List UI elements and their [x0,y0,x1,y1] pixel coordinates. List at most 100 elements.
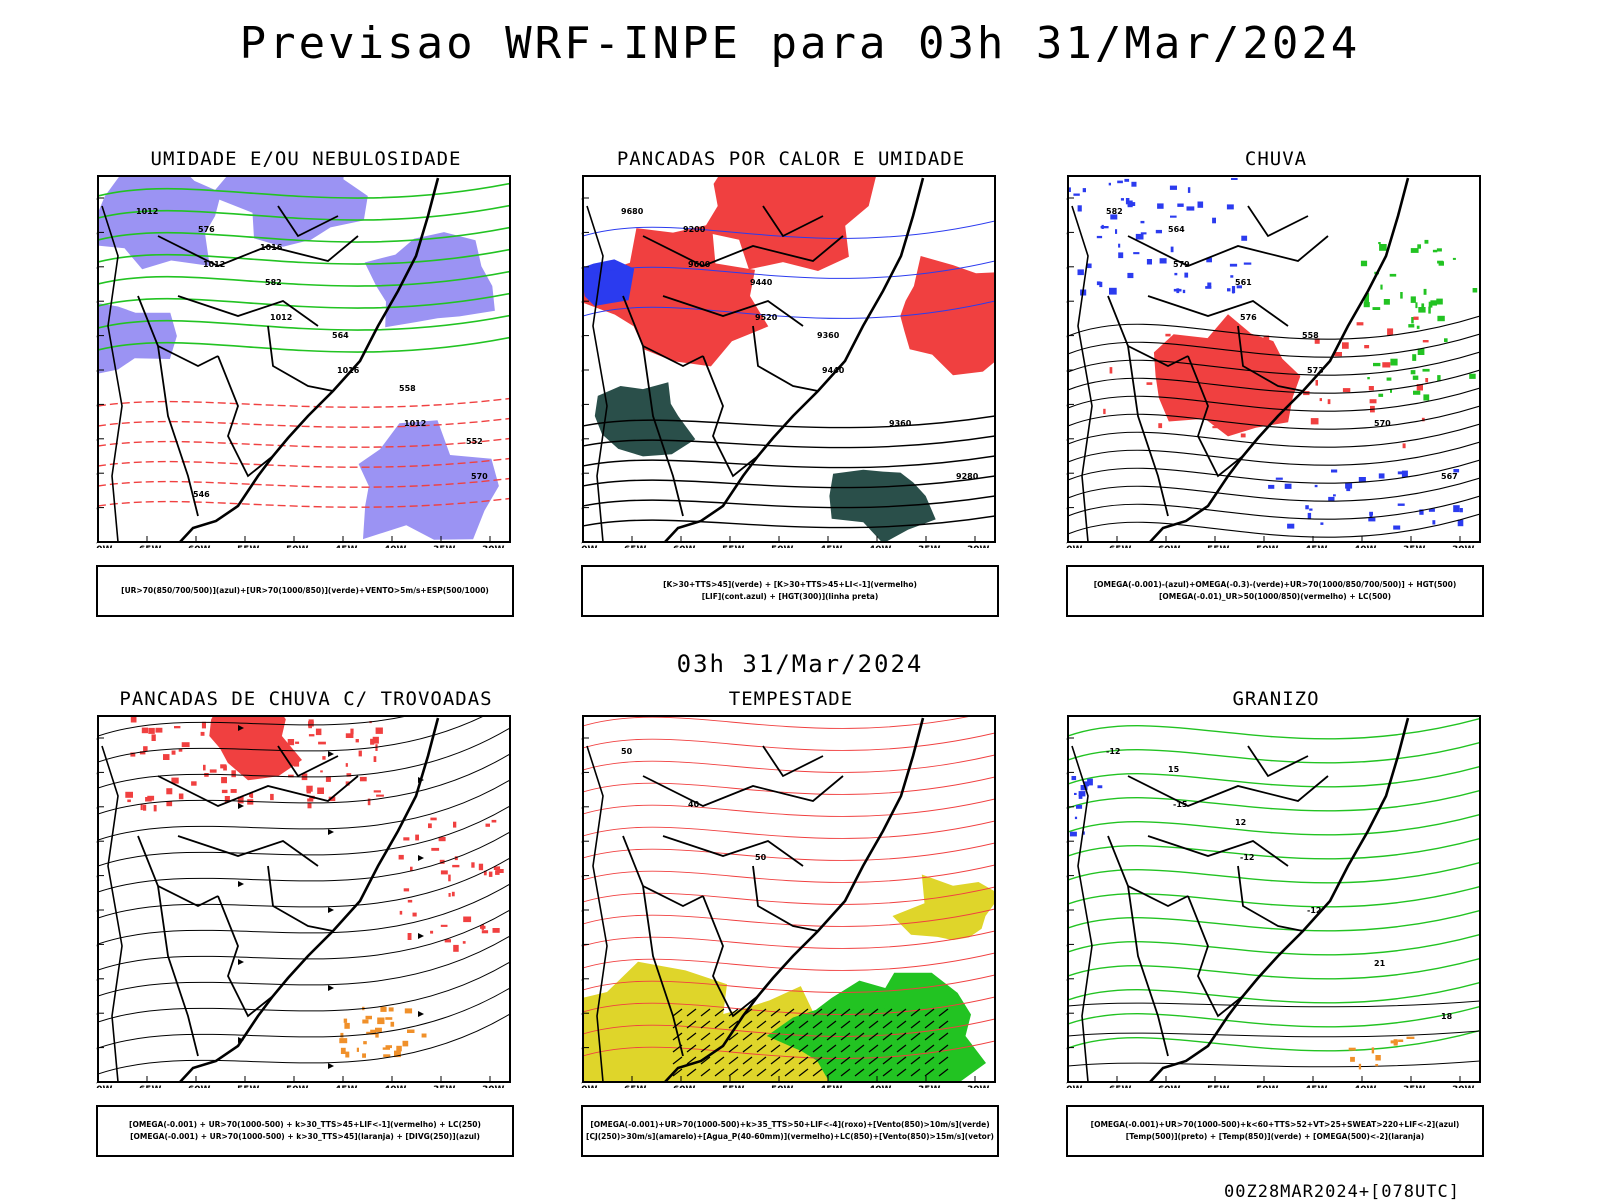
wind-vector [700,1032,711,1041]
contour-value-label: 9600 [688,260,711,269]
wind-vector [938,1068,949,1077]
lon-tick-label: 50W [1256,1085,1279,1088]
shaded-area [307,802,312,809]
country-border [137,295,199,517]
shaded-area [1406,1036,1415,1039]
shaded-area [1410,248,1419,253]
shaded-area [483,870,487,876]
lat-tick-label: 15S [581,768,582,778]
shaded-area [1096,281,1101,286]
shaded-area [365,1015,372,1020]
map-frame: 12S 15S 18S 21S 24S 27S 30S 33S 36S 39S 42S70W 65W 6… [96,714,516,1088]
shaded-area [1169,185,1177,190]
lon-tick-label: 45W [335,1085,358,1088]
wind-vector [910,1008,921,1017]
shaded-area [403,837,410,841]
lon-tick-label: 65W [1109,1085,1132,1088]
shaded-area [1078,794,1083,799]
shaded-area [230,789,237,793]
shaded-area [171,777,179,784]
lat-tick-label: 15S [1066,768,1067,778]
contour-line [98,204,510,221]
wind-vector [826,1020,837,1029]
panel-title: GRANIZO [1232,688,1320,710]
contour-line [98,270,510,287]
panel-title: PANCADAS DE CHUVA C/ TROVOADAS [119,688,493,710]
wind-vector [868,1056,879,1065]
wind-vector [728,1008,739,1017]
shaded-area [1096,235,1103,239]
lat-tick-label: 18S [1066,263,1067,273]
lat-tick-label: 24S [581,872,582,882]
shaded-area [1432,249,1438,253]
legend-line: [CJ(250)>30m/s](amarelo)+[Agua_P(40-60mm… [586,1132,994,1141]
shaded-area [1263,335,1270,342]
page-title: Previsao WRF-INPE para 03h 31/Mar/2024 [239,18,1361,69]
lon-tick-label: 30W [967,545,990,548]
shaded-area [1375,1064,1379,1067]
map-svg: 12S 15S 18S 21S 24S 27S 30S 33S 36S 39S 42S70W 65W 6… [581,175,996,548]
shaded-area [1333,494,1336,497]
map-border [97,715,511,1083]
shaded-area [1422,340,1429,343]
lat-tick-label: 30S [1066,400,1067,410]
lon-tick-label: 45W [1305,545,1328,548]
panel-title: PANCADAS POR CALOR E UMIDADE [616,148,966,170]
legend-line: [OMEGA(-0.01)_UR>50(1000/850)(vermelho) … [1158,592,1392,601]
legend-line: [OMEGA(-0.001)-(azul)+OMEGA(-0.3)-(verde… [1093,580,1457,589]
panel-thunderstorms: PANCADAS DE CHUVA C/ TROVOADAS 12S 15S 18S… [96,688,516,1157]
shaded-area [221,777,227,784]
shaded-area [362,1053,366,1058]
shaded-area [1331,469,1338,473]
coastline [664,717,925,1082]
shaded-area [1421,303,1425,310]
wind-vector [896,1044,907,1053]
contour-value-label: 9520 [755,313,778,322]
shaded-area [1356,322,1364,326]
contour-line [1068,837,1480,860]
shaded-area [463,916,472,923]
lat-tick-label: 24S [96,332,97,342]
country-border [1187,895,1244,1018]
shaded-area [488,871,493,877]
wind-vector [784,1056,795,1065]
shaded-area [1073,193,1080,196]
shaded-area [1177,203,1184,207]
contour-value-label: 570 [1374,419,1391,428]
contour-line [1068,909,1480,932]
shaded-area [130,752,136,757]
contour-value-label: 18 [1441,1012,1453,1021]
lat-tick-label: 30S [581,940,582,950]
shaded-area [1184,272,1189,278]
shaded-area [1097,785,1103,789]
country-border [1107,835,1169,1057]
wind-vector [938,1020,949,1029]
shaded-area [125,791,133,798]
lat-tick-label: 27S [96,906,97,916]
country-border [762,745,824,778]
shaded-area [491,819,497,823]
lon-tick-label: 40W [384,1085,407,1088]
lon-tick-label: 50W [286,1085,309,1088]
shaded-area [209,769,217,773]
lon-tick-label: 55W [237,1085,260,1088]
wind-vector [938,1056,949,1065]
wind-vector [798,1008,809,1017]
contour-line [1068,861,1480,884]
contour-line [583,974,995,993]
shaded-area [191,781,197,786]
shaded-area [1078,791,1086,797]
lat-tick-label: 18S [581,263,582,273]
shaded-area [385,1045,392,1049]
lat-tick-label: 15S [581,228,582,238]
shaded-area [702,176,876,271]
wind-vector [896,1032,907,1041]
shaded-area [344,1022,350,1029]
map-frame: 12S 15S 18S 21S 24S 27S 30S 33S 36S 39S 42S70W 65W 6… [1066,174,1486,548]
streamline-arrow [328,751,334,757]
panel-title: CHUVA [1244,148,1308,170]
country-border [177,835,319,867]
shaded-area [340,1032,344,1038]
legend-caption: [OMEGA(-0.001) + UR>70(1000-500) + k>30_… [96,1105,514,1157]
wind-vector [686,1068,697,1077]
